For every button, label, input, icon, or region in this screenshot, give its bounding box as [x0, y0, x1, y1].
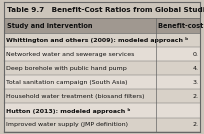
Bar: [4, 2, 200, 18]
Text: 3.: 3.: [193, 80, 199, 85]
Bar: [4, 89, 200, 103]
Bar: [4, 47, 200, 61]
Text: Household water treatment (biosand filters): Household water treatment (biosand filte…: [6, 94, 145, 99]
Bar: [4, 75, 200, 89]
Text: Benefit-cost ra: Benefit-cost ra: [158, 23, 204, 29]
Text: Networked water and sewerage services: Networked water and sewerage services: [6, 52, 134, 57]
Text: Whittington and others (2009): modeled approach ᵇ: Whittington and others (2009): modeled a…: [6, 37, 188, 43]
Text: 4.: 4.: [193, 66, 199, 71]
Text: Study and intervention: Study and intervention: [7, 23, 92, 29]
Text: Improved water supply (JMP definition): Improved water supply (JMP definition): [6, 122, 128, 127]
Bar: [4, 18, 200, 33]
Text: Deep borehole with public hand pump: Deep borehole with public hand pump: [6, 66, 127, 71]
Bar: [4, 61, 200, 75]
Text: 0.: 0.: [193, 52, 199, 57]
Text: Total sanitation campaign (South Asia): Total sanitation campaign (South Asia): [6, 80, 128, 85]
Bar: [4, 103, 200, 118]
Text: 2.: 2.: [193, 94, 199, 99]
Bar: [4, 33, 200, 47]
Bar: [4, 118, 200, 132]
Text: 2.: 2.: [193, 122, 199, 127]
Text: Hutton (2013): modeled approach ᵇ: Hutton (2013): modeled approach ᵇ: [6, 107, 131, 113]
Text: Table 9.7   Benefit-Cost Ratios from Global Studies: Table 9.7 Benefit-Cost Ratios from Globa…: [7, 7, 204, 13]
